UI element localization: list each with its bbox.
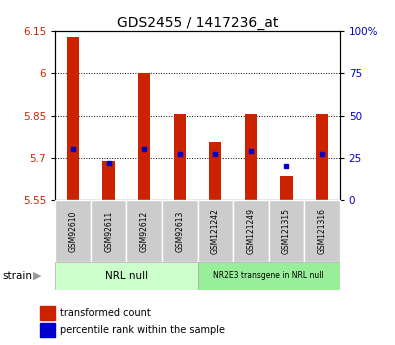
Bar (316, 114, 328, 200)
FancyBboxPatch shape (198, 262, 340, 290)
Text: GSM92612: GSM92612 (140, 210, 149, 252)
Text: GSM92611: GSM92611 (104, 210, 113, 252)
Text: GSM121249: GSM121249 (246, 208, 255, 254)
Text: NRL null: NRL null (105, 271, 148, 281)
Text: GSM121242: GSM121242 (211, 208, 220, 254)
Bar (209, 142, 222, 200)
Bar (40, 306, 55, 320)
Bar (280, 176, 293, 200)
Text: percentile rank within the sample: percentile rank within the sample (60, 325, 226, 335)
FancyBboxPatch shape (126, 200, 162, 262)
FancyBboxPatch shape (233, 200, 269, 262)
FancyBboxPatch shape (198, 200, 233, 262)
Bar (40, 323, 55, 337)
Bar (138, 73, 150, 200)
Text: transformed count: transformed count (60, 308, 151, 318)
Bar (245, 114, 257, 200)
Text: GSM121316: GSM121316 (318, 208, 326, 254)
FancyBboxPatch shape (269, 200, 304, 262)
Text: GSM92610: GSM92610 (69, 210, 77, 252)
Text: GSM121315: GSM121315 (282, 208, 291, 254)
FancyBboxPatch shape (55, 200, 91, 262)
Text: strain: strain (2, 271, 32, 281)
Text: NR2E3 transgene in NRL null: NR2E3 transgene in NRL null (213, 272, 324, 280)
Bar (102, 161, 115, 200)
Text: ▶: ▶ (33, 271, 42, 281)
FancyBboxPatch shape (91, 200, 126, 262)
FancyBboxPatch shape (162, 200, 198, 262)
Text: GSM92613: GSM92613 (175, 210, 184, 252)
FancyBboxPatch shape (304, 200, 340, 262)
Bar (173, 114, 186, 200)
Title: GDS2455 / 1417236_at: GDS2455 / 1417236_at (117, 16, 278, 30)
Bar (67, 37, 79, 200)
FancyBboxPatch shape (55, 262, 198, 290)
